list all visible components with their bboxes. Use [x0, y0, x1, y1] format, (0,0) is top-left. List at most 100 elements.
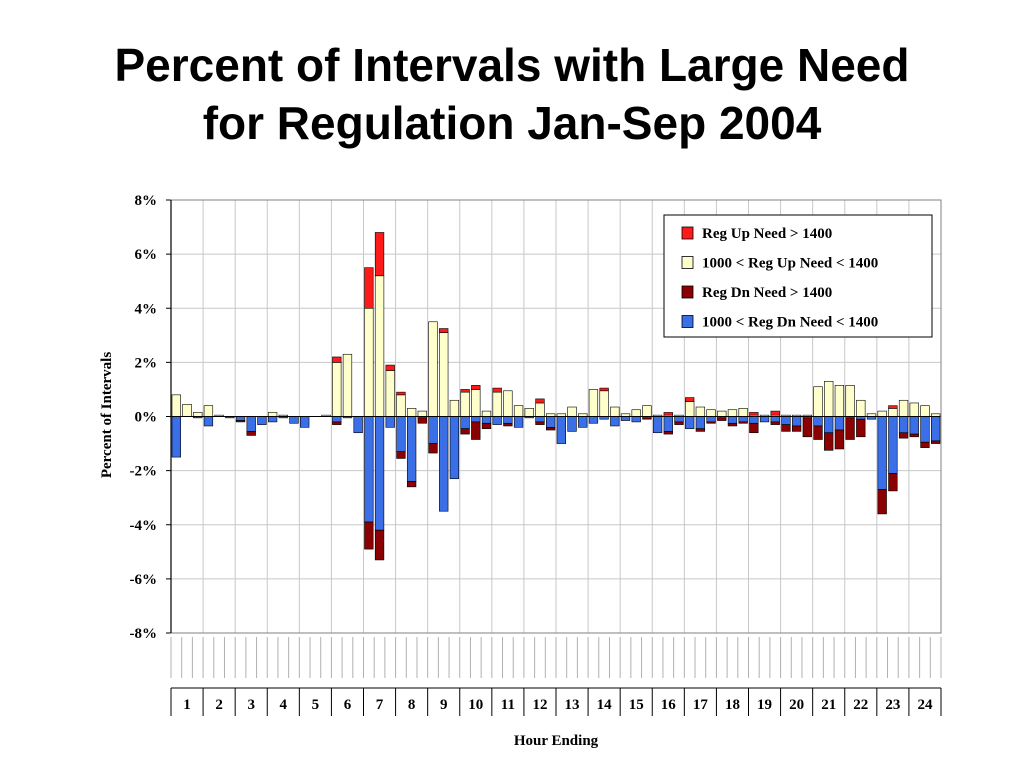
bar-segment: [449, 416, 460, 480]
bar-segment: [588, 389, 599, 417]
bar-segment: [770, 421, 780, 425]
bar-segment: [845, 417, 855, 440]
y-tick-label: 4%: [135, 301, 158, 317]
x-tick-label: 5: [312, 697, 320, 713]
bar-segment: [578, 416, 588, 428]
legend-label: Reg Dn Need > 1400: [702, 285, 832, 301]
bar-segment: [706, 409, 716, 417]
bar-segment: [374, 232, 385, 277]
bar-segment: [289, 416, 299, 424]
x-tick-label: 7: [376, 697, 384, 713]
bar-segment: [556, 416, 566, 444]
bar-segment: [813, 416, 823, 427]
bar-segment: [749, 422, 759, 434]
bar-segment: [727, 409, 738, 417]
bar-segment: [267, 416, 278, 423]
bar-segment: [235, 420, 246, 423]
bar-segment: [738, 421, 748, 424]
bar-segment: [364, 416, 374, 523]
bar-segment: [813, 386, 823, 417]
x-tick-label: 1: [183, 697, 191, 713]
bar-segment: [428, 416, 438, 444]
x-tick-label: 11: [501, 697, 515, 713]
y-tick-label: -8%: [130, 626, 158, 642]
bar-segment: [781, 416, 791, 425]
legend-label: 1000 < Reg Up Need < 1400: [702, 256, 878, 272]
legend-swatch: [681, 256, 694, 269]
bar-segment: [599, 390, 609, 417]
bar-segment: [546, 416, 556, 428]
bar-segment: [888, 408, 898, 417]
bar-segment: [481, 410, 492, 417]
bar-segment: [834, 429, 845, 450]
bar-segment: [834, 416, 845, 431]
x-tick-label: 6: [344, 697, 352, 713]
bar-segment: [738, 408, 748, 417]
bar-segment: [439, 332, 449, 417]
bar-segment: [460, 428, 470, 435]
bar-segment: [406, 481, 417, 488]
x-tick-label: 8: [408, 697, 416, 713]
bar-segment: [471, 389, 481, 417]
bar-segment: [685, 416, 695, 429]
bar-segment: [439, 416, 449, 512]
x-tick-label: 4: [280, 697, 288, 713]
legend-label: 1000 < Reg Dn Need < 1400: [702, 315, 878, 331]
bar-segment: [727, 416, 738, 424]
bar-segment: [802, 417, 812, 438]
slide-title: Percent of Intervals with Large Need for…: [0, 36, 1024, 152]
bar-segment: [898, 399, 909, 417]
bar-segment: [652, 416, 663, 434]
bar-segment: [610, 406, 620, 417]
bar-segment: [599, 387, 609, 392]
bar-segment: [674, 421, 684, 425]
bar-segment: [535, 421, 545, 425]
bar-segment: [898, 416, 909, 434]
bar-segment: [727, 422, 738, 427]
x-tick-label: 22: [853, 697, 868, 713]
bar-segment: [428, 443, 438, 454]
bar-segment: [481, 422, 492, 429]
bar-segment: [749, 416, 759, 424]
bar-segment: [567, 416, 577, 432]
bar-segment: [631, 409, 641, 417]
bar-segment: [535, 402, 545, 417]
bar-segment: [364, 307, 374, 417]
x-tick-label: 15: [629, 697, 644, 713]
x-tick-label: 3: [247, 697, 255, 713]
x-tick-label: 14: [597, 697, 613, 713]
bar-segment: [300, 416, 310, 428]
bar-segment: [364, 521, 374, 550]
bar-segment: [567, 406, 577, 417]
bar-segment: [877, 489, 887, 515]
bar-segment: [695, 416, 706, 429]
bar-segment: [385, 364, 395, 371]
y-tick-label: -4%: [130, 518, 158, 534]
bar-segment: [332, 421, 342, 425]
y-tick-label: 0%: [135, 410, 158, 426]
bar-segment: [909, 402, 919, 417]
bar-segment: [513, 405, 524, 417]
y-tick-label: -2%: [130, 464, 158, 480]
x-tick-label: 12: [532, 697, 547, 713]
bar-segment: [845, 385, 855, 417]
bar-segment: [909, 416, 919, 435]
bar-segment: [535, 416, 545, 423]
bar-segment: [428, 321, 438, 417]
bar-segment: [877, 410, 887, 417]
bar-segment: [246, 431, 256, 436]
bar-segment: [834, 385, 845, 417]
bar-segment: [460, 391, 470, 417]
bar-segment: [909, 433, 919, 438]
bar-segment: [856, 399, 866, 417]
bar-segment: [663, 416, 673, 432]
bar-segment: [503, 416, 513, 424]
x-tick-label: 24: [917, 697, 933, 713]
bar-segment: [920, 405, 930, 417]
bar-segment: [738, 416, 748, 423]
legend-swatch: [681, 285, 694, 299]
bar-segment: [460, 389, 470, 393]
axes: 8%6%4%2%0%-2%-4%-6%-8%1 2 3 4 5 6 7 8 9 10 11 12 13 1…: [130, 193, 942, 716]
x-axis-label: Hour Ending: [514, 733, 599, 749]
bar-segment: [931, 440, 941, 444]
